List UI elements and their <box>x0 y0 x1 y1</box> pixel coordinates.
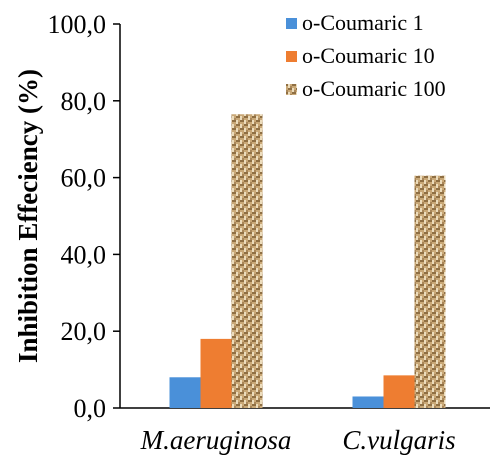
y-tick-label: 40,0 <box>61 240 107 269</box>
y-tick-label: 100,0 <box>48 10 107 39</box>
legend-label: o-Coumaric 10 <box>302 43 435 68</box>
y-axis-title: Inhibition Effeciency (%) <box>13 69 43 363</box>
y-tick-label: 60,0 <box>61 164 107 193</box>
y-tick-label: 80,0 <box>61 87 107 116</box>
bar-o-coumaric-1-m-aeruginosa <box>169 377 201 408</box>
bar-o-coumaric-10-m-aeruginosa <box>200 338 232 408</box>
bar-o-coumaric-10-c-vulgaris <box>383 375 415 408</box>
bar-o-coumaric-100-c-vulgaris <box>414 175 446 408</box>
x-category-label: C.vulgaris <box>342 425 455 455</box>
legend-swatch <box>286 84 297 95</box>
bars <box>169 114 446 409</box>
x-axis: M.aeruginosa C.vulgaris <box>120 407 490 455</box>
x-category-label: M.aeruginosa <box>140 425 292 455</box>
legend-swatch <box>286 18 297 29</box>
y-axis: 0,0 20,0 40,0 60,0 80,0 100,0 Inhibition Effec… <box>13 10 121 423</box>
bar-o-coumaric-1-c-vulgaris <box>352 396 384 408</box>
y-tick-label: 0,0 <box>74 394 107 423</box>
legend-swatch <box>286 51 297 62</box>
y-tick-label: 20,0 <box>61 317 107 346</box>
legend-label: o-Coumaric 100 <box>302 76 446 101</box>
bar-o-coumaric-100-m-aeruginosa <box>231 114 263 409</box>
legend-label: o-Coumaric 1 <box>302 10 424 35</box>
legend: o-Coumaric 1 o-Coumaric 10 o-Coumaric 100 <box>286 10 446 101</box>
